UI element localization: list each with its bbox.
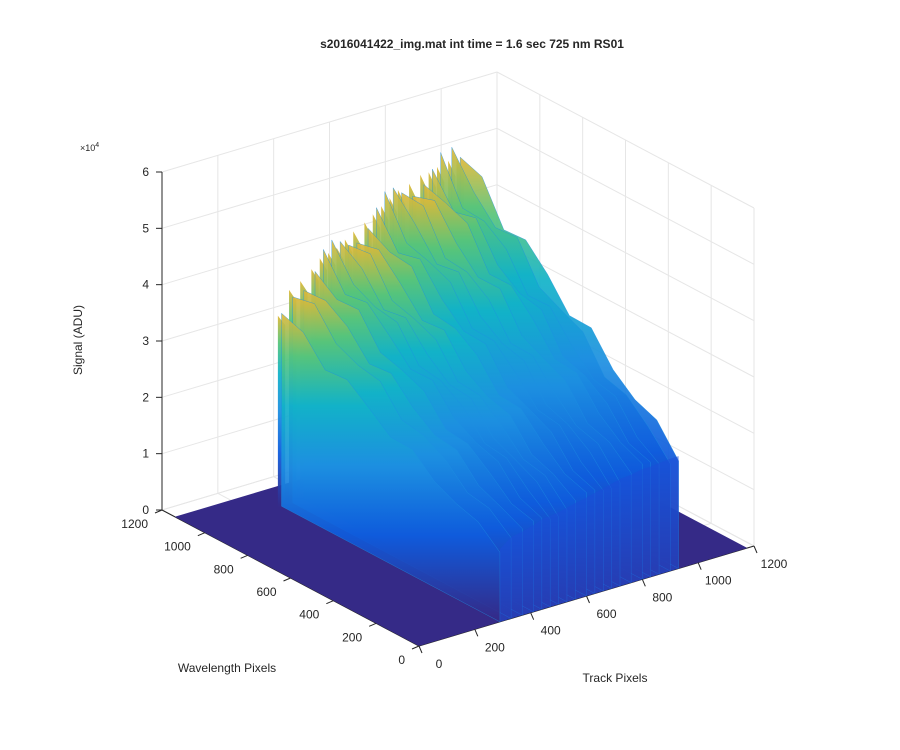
x-tick-mark — [753, 545, 758, 554]
grid-line — [496, 127, 755, 265]
x-tick-label: 600 — [596, 607, 616, 621]
y-tick-mark — [326, 600, 334, 605]
y-tick-label: 400 — [299, 608, 319, 622]
y-tick-label: 800 — [214, 562, 234, 576]
z-tick-label: 0 — [142, 503, 149, 517]
grid-line — [496, 71, 755, 209]
y-tick-mark — [368, 622, 377, 627]
z-exponent-power: 4 — [95, 142, 99, 149]
x-tick-mark — [474, 629, 479, 637]
y-tick-mark — [240, 554, 248, 559]
tick-labels: 0200400600800100012000200400600800100012… — [121, 165, 787, 671]
z-tick-label: 3 — [142, 334, 149, 348]
y-tick-label: 200 — [342, 630, 362, 644]
x-tick-label: 200 — [485, 640, 505, 654]
z-exponent-label: ×104 — [80, 142, 99, 153]
z-tick-label: 5 — [142, 221, 149, 235]
grid-line — [496, 184, 755, 322]
y-tick-mark — [197, 532, 206, 537]
y-tick-label: 600 — [256, 585, 276, 599]
signal-front-face — [499, 456, 679, 622]
z-axis-label: Signal (ADU) — [71, 305, 85, 375]
x-axis-label: Track Pixels — [583, 671, 648, 685]
z-tick-label: 1 — [142, 447, 149, 461]
x-tick-mark — [641, 579, 646, 587]
x-tick-label: 800 — [652, 590, 672, 604]
x-tick-label: 400 — [541, 624, 561, 638]
x-tick-label: 1200 — [761, 557, 788, 571]
x-tick-label: 0 — [436, 657, 443, 671]
z-exponent-base: ×10 — [80, 143, 95, 153]
x-tick-mark — [586, 595, 590, 604]
x-tick-mark — [418, 645, 423, 654]
y-tick-label: 1000 — [164, 540, 191, 554]
grid-line — [161, 127, 498, 229]
y-axis-label: Wavelength Pixels — [178, 661, 276, 675]
y-tick-mark — [283, 577, 291, 582]
chart-title: s2016041422_img.mat int time = 1.6 sec 7… — [320, 37, 624, 51]
grid-line — [161, 71, 498, 173]
y-tick-label: 1200 — [121, 517, 148, 531]
signal-peak — [281, 312, 501, 623]
x-tick-label: 1000 — [705, 574, 732, 588]
y-tick-label: 0 — [398, 653, 405, 667]
y-tick-mark — [411, 645, 420, 650]
z-tick-label: 4 — [142, 278, 149, 292]
surface-plot — [174, 147, 748, 646]
x-tick-mark — [697, 562, 702, 570]
x-tick-mark — [530, 612, 535, 620]
z-tick-label: 2 — [142, 390, 149, 404]
z-tick-label: 6 — [142, 165, 149, 179]
